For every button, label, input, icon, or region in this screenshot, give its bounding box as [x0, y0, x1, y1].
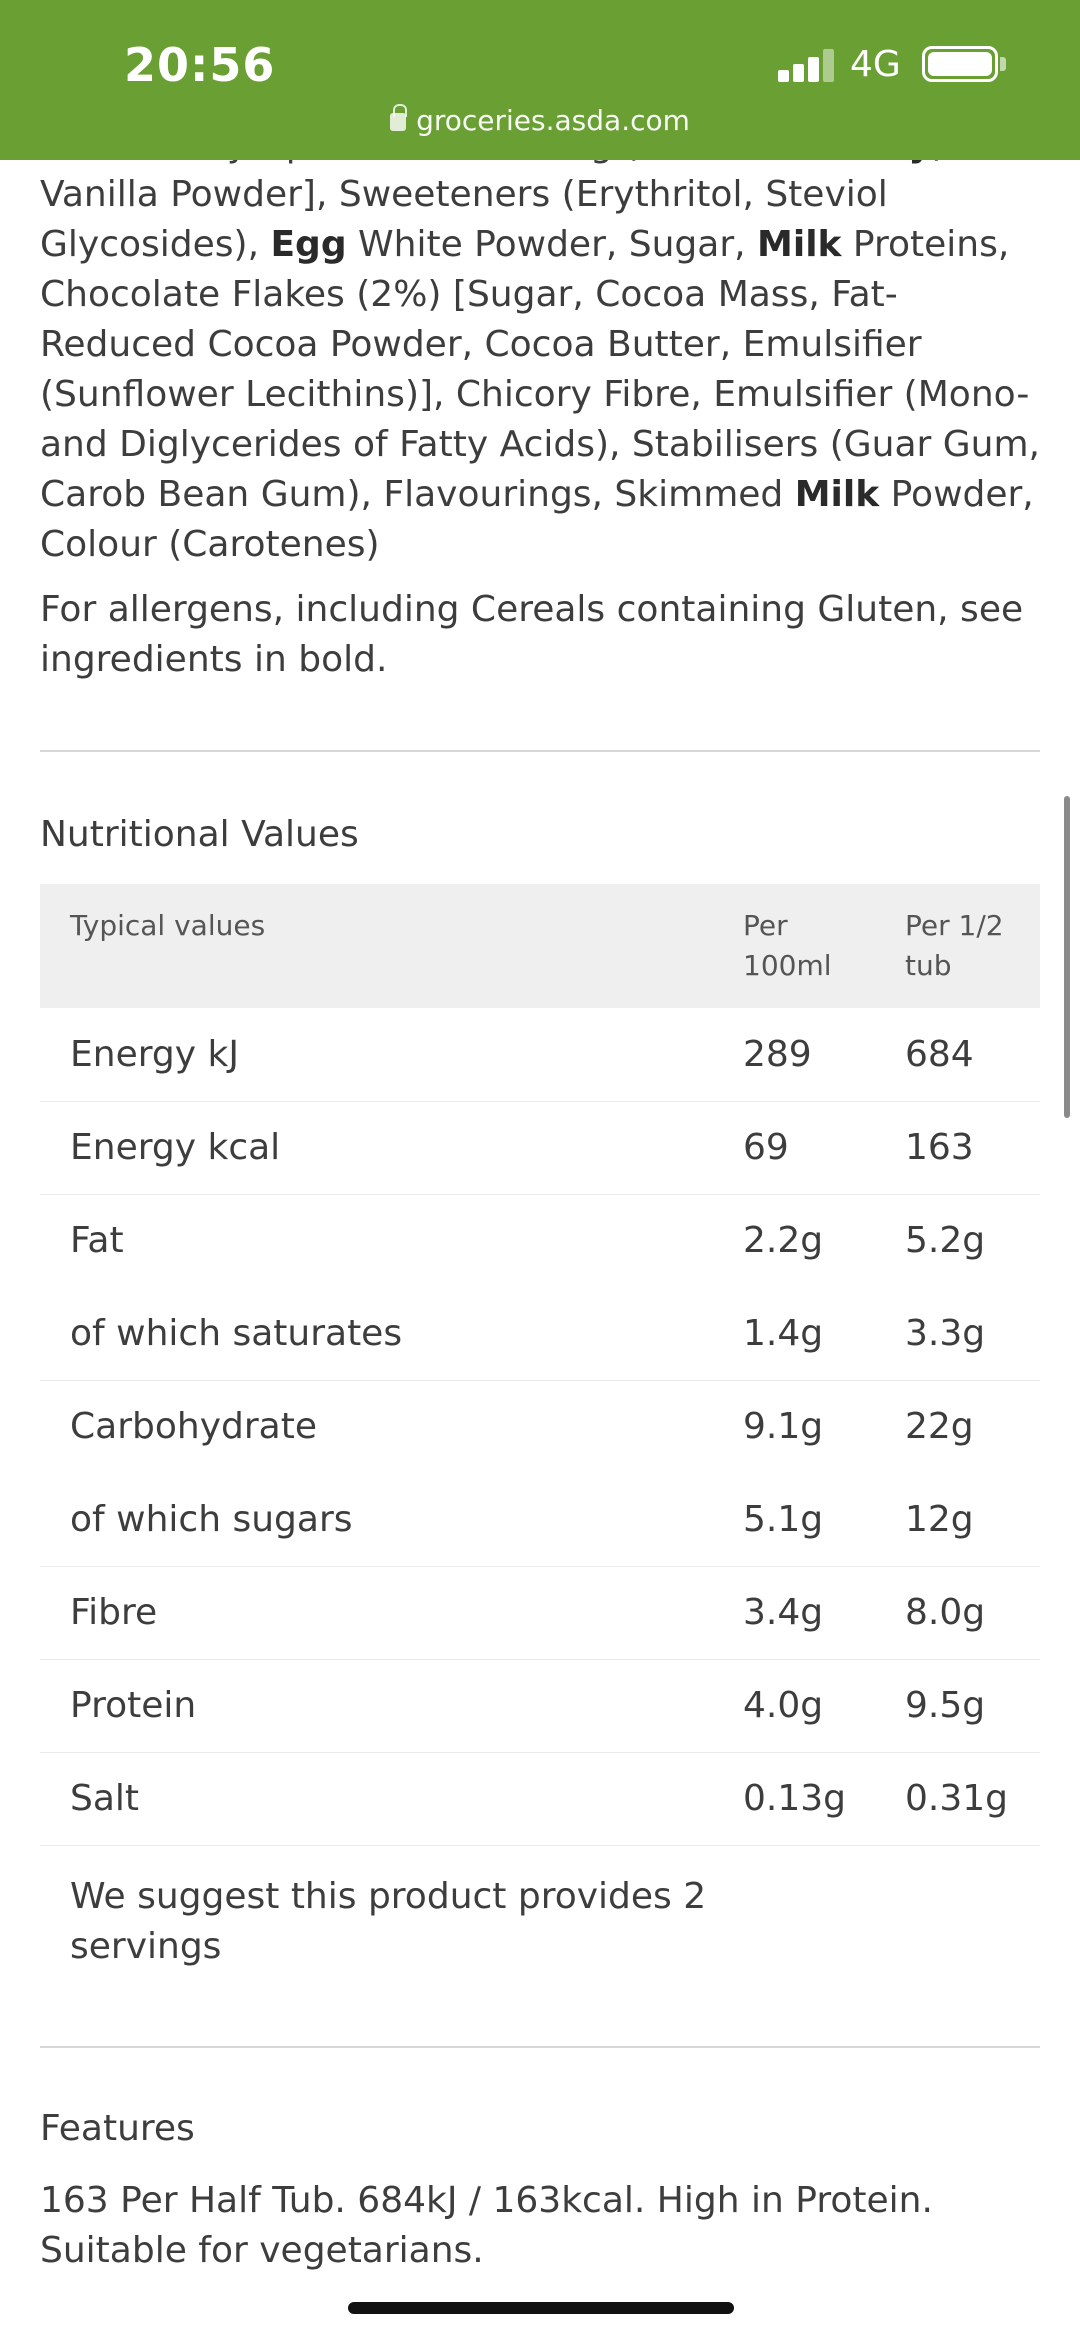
- allergen-bold: Milk: [757, 224, 842, 265]
- ingredient-text: ), Vanilla Powder], Sweeteners (Erythrit…: [40, 124, 957, 265]
- value-per-100ml: 69: [713, 1101, 875, 1195]
- value-per-100ml: 1.4g: [713, 1287, 875, 1381]
- lock-icon: [390, 104, 408, 131]
- signal-icon: [778, 48, 836, 82]
- header-typical-values: Typical values: [70, 909, 266, 942]
- nutrition-header-row: Typical values Per 100ml Per 1/2 tub: [40, 884, 1040, 1008]
- ingredient-text: Proteins, Chocolate Flakes (2%) [Sugar, …: [40, 224, 1040, 515]
- divider: [40, 750, 1040, 752]
- nutrient-name: of which saturates: [40, 1287, 713, 1381]
- ingredient-text: White Powder, Sugar,: [346, 224, 758, 265]
- value-per-100ml: 4.0g: [713, 1659, 875, 1753]
- value-per-half-tub: 8.0g: [875, 1566, 1040, 1660]
- table-row: Energy kJ 289 684: [40, 1008, 1040, 1102]
- nutritional-values-title: Nutritional Values: [40, 814, 359, 855]
- value-per-100ml: 9.1g: [743, 1406, 824, 1448]
- status-bar: 20:56 4G groceries.asda.com: [0, 0, 1080, 160]
- value-per-100ml: 3.4g: [713, 1566, 875, 1660]
- network-type: 4G: [850, 44, 901, 85]
- table-row: Fibre 3.4g 8.0g: [40, 1566, 1040, 1660]
- value-per-half-tub: 163: [875, 1101, 1040, 1195]
- nutrient-name: Carbohydrate: [70, 1406, 317, 1448]
- nutrient-name: Energy kcal: [40, 1101, 713, 1195]
- battery-tip: [1000, 57, 1006, 71]
- value-per-100ml: 0.13g: [713, 1752, 875, 1846]
- table-row: Carbohydrate 9.1g 22g: [40, 1380, 1040, 1473]
- allergens-text: For allergens, including Cereals contain…: [40, 589, 1024, 680]
- header-per-half-tub: Per 1/2 tub: [905, 909, 1004, 982]
- nutrient-name: of which sugars: [40, 1473, 713, 1567]
- scrollbar[interactable]: [1064, 796, 1070, 1118]
- empty-cell: [713, 1845, 875, 2052]
- allergen-bold: Milk: [794, 474, 880, 515]
- url-text: groceries.asda.com: [416, 104, 690, 137]
- value-per-half-tub: 684: [875, 1008, 1040, 1102]
- value-per-100ml: 2.2g: [743, 1220, 824, 1262]
- nutrient-name: Protein: [40, 1659, 713, 1753]
- value-per-half-tub: 5.2g: [905, 1220, 986, 1262]
- value-per-half-tub: 0.31g: [875, 1752, 1040, 1846]
- value-per-half-tub: 3.3g: [875, 1287, 1040, 1381]
- allergen-bold: Egg: [270, 224, 347, 265]
- table-row: of which saturates 1.4g 3.3g: [40, 1287, 1040, 1381]
- nutrient-name: Energy kJ: [40, 1008, 713, 1102]
- battery-icon: [922, 46, 998, 82]
- features-text: 163 Per Half Tub. 684kJ / 163kcal. High …: [40, 2180, 933, 2271]
- value-per-100ml: 289: [713, 1008, 875, 1102]
- table-row: Salt 0.13g 0.31g: [40, 1752, 1040, 1846]
- address-bar[interactable]: groceries.asda.com: [0, 104, 1080, 137]
- nutrient-name: Salt: [40, 1752, 713, 1846]
- empty-cell: [875, 1845, 1040, 2052]
- table-row: Fat 2.2g 5.2g: [40, 1194, 1040, 1287]
- table-row: Protein 4.0g 9.5g: [40, 1659, 1040, 1753]
- nutrient-name: Fibre: [40, 1566, 713, 1660]
- header-per-100ml: Per 100ml: [743, 909, 832, 982]
- table-row: of which sugars 5.1g 12g: [40, 1473, 1040, 1567]
- value-per-half-tub: 22g: [905, 1406, 974, 1448]
- ingredients-text: Fructose Syrup, Salt, Flavouring (contai…: [40, 120, 1040, 570]
- features-title: Features: [40, 2108, 195, 2149]
- ingredient-text: Powder, Colour (Carotenes): [40, 474, 1034, 565]
- clock: 20:56: [124, 38, 276, 92]
- value-per-half-tub: 9.5g: [875, 1659, 1040, 1753]
- table-row: Energy kcal 69 163: [40, 1101, 1040, 1195]
- nutrition-table: Typical values Per 100ml Per 1/2 tub Ene…: [40, 884, 1040, 2052]
- value-per-half-tub: 12g: [875, 1473, 1040, 1567]
- value-per-100ml: 5.1g: [713, 1473, 875, 1567]
- servings-note: We suggest this product provides 2 servi…: [70, 1875, 707, 1967]
- divider: [40, 2046, 1040, 2048]
- home-indicator[interactable]: [348, 2302, 734, 2314]
- nutrient-name: Fat: [70, 1220, 124, 1262]
- servings-note-row: We suggest this product provides 2 servi…: [40, 1845, 1040, 2052]
